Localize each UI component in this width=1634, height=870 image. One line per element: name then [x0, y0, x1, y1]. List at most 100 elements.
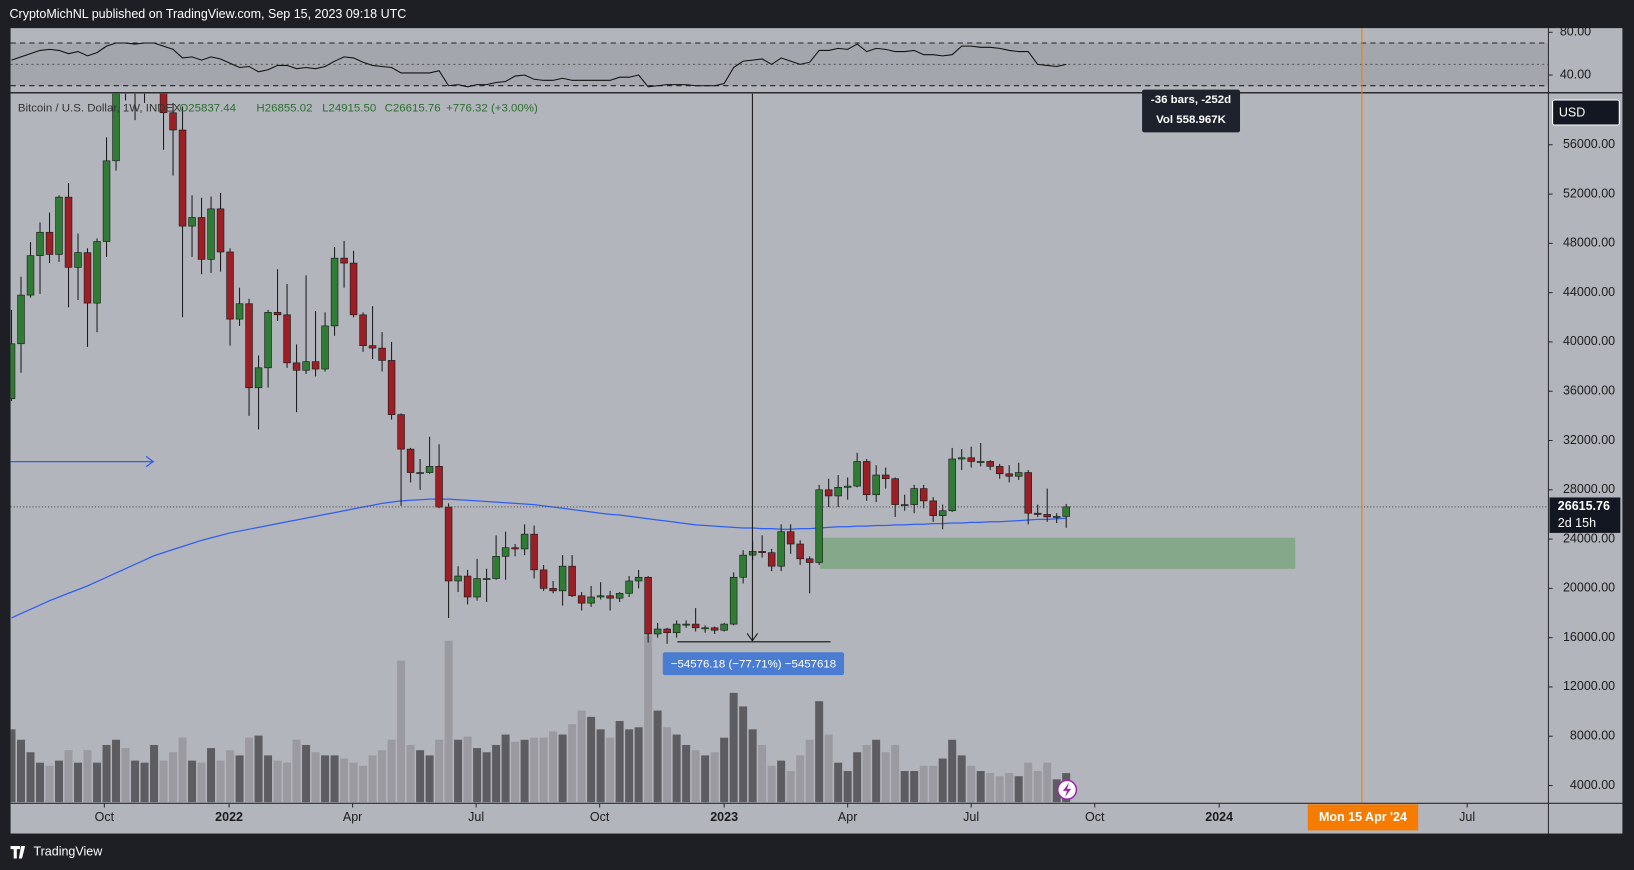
volume-bar	[254, 735, 263, 803]
volume-bar	[93, 762, 102, 803]
volume-bar	[112, 739, 121, 803]
rsi-tick-label: 40.00	[1560, 67, 1591, 81]
y-tick-label: 52000.00	[1563, 186, 1615, 200]
rsi-line	[11, 42, 1067, 88]
x-tick-label: 2023	[710, 810, 738, 824]
volume-bar	[444, 640, 453, 803]
candle-body	[872, 474, 880, 496]
candle-body	[254, 367, 263, 389]
volume-bar	[45, 765, 54, 803]
x-tick-label: Oct	[1085, 810, 1105, 824]
candle-body	[283, 314, 291, 364]
volume-bar	[378, 750, 387, 803]
volume-bar	[387, 739, 396, 803]
volume-bar	[406, 744, 415, 803]
x-tick-label: Oct	[590, 810, 610, 824]
volume-bar	[416, 750, 425, 803]
measure-label: −54576.18 (−77.71%) −5457618	[671, 658, 836, 670]
candle-body	[482, 578, 491, 580]
volume-bar	[653, 710, 662, 803]
volume-bar	[1052, 779, 1061, 803]
legend-close: C26615.76	[385, 102, 441, 114]
candle-body	[1005, 473, 1013, 477]
volume-bar	[83, 750, 92, 803]
y-tick-label: 40000.00	[1563, 334, 1615, 348]
volume-bar	[159, 760, 168, 803]
volume-bar	[492, 744, 501, 803]
volume-bar	[834, 762, 843, 803]
candle-body	[368, 345, 377, 349]
candle-body	[729, 576, 738, 625]
candle-body	[178, 129, 187, 227]
volume-bar	[720, 737, 729, 803]
last-price-label: 26615.76	[1558, 499, 1610, 513]
candle-body	[796, 543, 804, 560]
main-pane	[10, 93, 1549, 803]
volume-bar	[36, 762, 45, 803]
volume-bar	[292, 739, 301, 803]
volume-bar	[131, 760, 140, 803]
candle-body	[387, 360, 396, 415]
candle-body	[577, 595, 586, 604]
volume-bar	[577, 710, 586, 803]
candle-body	[720, 623, 728, 631]
candle-body	[758, 551, 766, 553]
candle-body	[55, 196, 63, 255]
volume-bar	[1043, 762, 1052, 803]
tooltip-bars: -36 bars, -252d	[1151, 94, 1231, 106]
volume-bar	[663, 727, 672, 803]
volume-bar	[530, 737, 539, 803]
tooltip-volume: Vol 558.967K	[1156, 114, 1227, 126]
currency-label[interactable]: USD	[1559, 105, 1585, 119]
candle-body	[406, 448, 415, 473]
x-tick-label: 2024	[1205, 810, 1233, 824]
volume-bar	[74, 762, 83, 803]
volume-bar	[283, 762, 292, 803]
candle-body	[853, 461, 861, 487]
volume-bar	[150, 744, 159, 803]
candle-body	[948, 458, 956, 512]
measure-arrow	[746, 633, 759, 642]
candle-body	[701, 627, 709, 630]
candle-body	[45, 231, 54, 255]
candle-body	[245, 303, 253, 389]
candle-body	[359, 314, 367, 346]
volume-bar	[587, 716, 596, 803]
currency-box[interactable]	[1552, 99, 1620, 126]
candle-body	[900, 504, 909, 506]
cursor-label: Mon 15 Apr '24	[1319, 810, 1407, 824]
volume-bar	[729, 692, 738, 803]
candle-body	[653, 628, 662, 635]
volume-bar	[691, 750, 700, 803]
y-tick-label: 44000.00	[1563, 285, 1615, 299]
volume-bar	[995, 776, 1004, 803]
volume-bar	[511, 741, 520, 803]
candle-body	[17, 294, 25, 345]
x-tick-label: 2022	[215, 810, 243, 824]
candle-body	[340, 257, 348, 264]
volume-bar	[777, 760, 786, 803]
rsi-pane: 80.00 40.00	[10, 25, 1591, 88]
volume-bar	[311, 752, 320, 803]
volume-bar	[606, 737, 615, 803]
volume-bar	[359, 765, 368, 803]
volume-bar	[321, 755, 330, 803]
rsi-tick-label: 80.00	[1560, 25, 1591, 39]
candle-body	[739, 554, 747, 578]
candle-body	[26, 255, 35, 296]
candle-body	[1024, 472, 1032, 514]
candle-body	[74, 252, 82, 268]
tv-logo-text: TradingView	[33, 845, 103, 859]
volume-bar	[273, 760, 282, 803]
candle-body	[682, 623, 690, 626]
candle-body	[995, 466, 1004, 475]
x-tick-label: Jul	[1459, 810, 1475, 824]
volume-bar	[188, 760, 197, 803]
volume-bar	[919, 765, 928, 803]
volume-bar	[672, 734, 681, 803]
candle-body	[634, 576, 643, 582]
volume-bar	[121, 748, 130, 803]
candle-body	[349, 262, 358, 316]
